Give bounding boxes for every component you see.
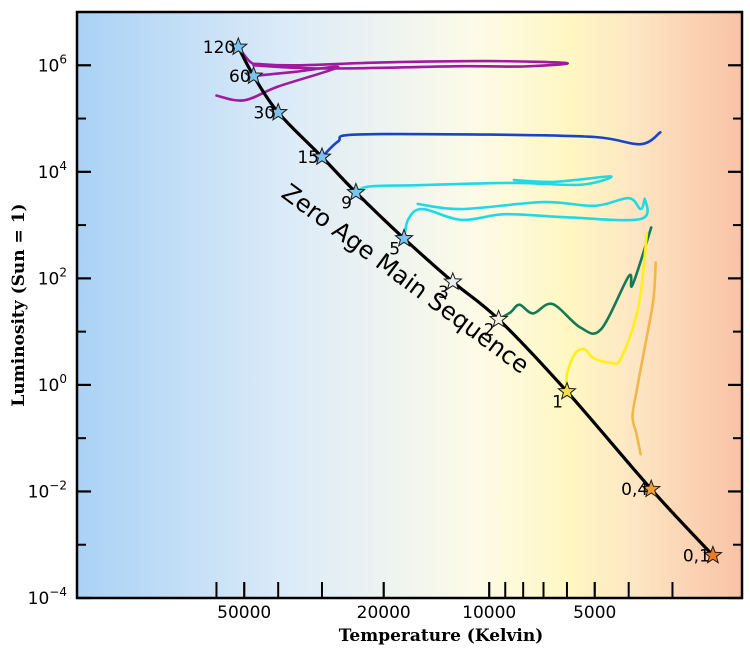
star-marker-15 [312, 146, 332, 166]
x-axis-title: Temperature (Kelvin) [339, 626, 544, 646]
y-tick-label: 102 [38, 265, 67, 289]
y-axis-title: Luminosity (Sun = 1) [9, 203, 29, 406]
track-120-msun [237, 45, 569, 70]
x-tick-label: 50000 [217, 603, 271, 623]
mass-label: 9 [341, 193, 352, 213]
star-markers [228, 36, 723, 564]
track-0-4-msun [631, 261, 657, 456]
star-marker-9 [346, 181, 366, 201]
x-tick-label: 10000 [462, 603, 516, 623]
mass-label: 0,4 [621, 480, 648, 500]
x-tick-labels: 50000 20000 10000 5000 [217, 603, 616, 623]
mass-label: 15 [297, 148, 319, 168]
minor-ticks [77, 11, 742, 598]
track-2-msun [497, 226, 653, 335]
mass-label: 120 [203, 38, 235, 58]
major-ticks [77, 64, 742, 600]
mass-label: 3 [438, 283, 449, 303]
star-marker-0-1 [703, 544, 723, 564]
mass-label: 30 [254, 103, 276, 123]
star-marker-2 [488, 308, 509, 328]
star-marker-5 [394, 228, 414, 247]
plot-frame [75, 10, 744, 600]
y-tick-label: 106 [38, 52, 67, 76]
track-15-msun [320, 131, 662, 159]
y-tick-labels: 106 104 102 100 10−2 10−4 [28, 52, 67, 609]
mass-label: 0,1 [683, 546, 710, 566]
star-marker-3 [442, 271, 463, 291]
track-5-msun [402, 196, 649, 240]
x-tick-label: 5000 [573, 603, 616, 623]
star-marker-0-4 [641, 478, 662, 498]
plot-background [77, 12, 742, 598]
y-tick-label: 100 [38, 372, 67, 396]
star-marker-30 [268, 102, 289, 121]
y-tick-label: 10−4 [28, 585, 67, 609]
track-1-msun [565, 232, 649, 393]
mass-label: 2 [484, 320, 495, 340]
mass-label: 60 [229, 67, 251, 87]
y-tick-label: 104 [38, 159, 67, 183]
star-marker-1 [557, 381, 577, 400]
mass-label: 5 [389, 240, 400, 260]
evolutionary-tracks [215, 45, 662, 456]
mass-label: 1 [552, 393, 563, 413]
x-tick-label: 20000 [357, 603, 411, 623]
y-tick-label: 10−2 [28, 478, 67, 502]
track-60-msun [215, 65, 340, 102]
track-9-msun [354, 175, 613, 194]
star-marker-60 [243, 65, 264, 85]
star-marker-120 [228, 36, 249, 56]
